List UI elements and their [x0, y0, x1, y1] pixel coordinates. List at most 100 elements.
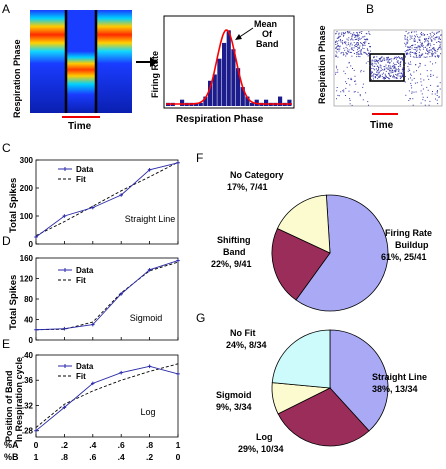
raster-spike	[348, 49, 350, 51]
raster-spike	[342, 54, 344, 56]
raster-spike	[408, 68, 410, 70]
y-tick-label: 0	[29, 240, 34, 249]
label-log: Log	[256, 432, 273, 442]
raster-spike	[351, 37, 353, 39]
raster-spike	[418, 39, 420, 41]
raster-spike	[416, 49, 418, 51]
raster-spike	[412, 98, 414, 100]
data-point	[91, 381, 95, 386]
raster-spike	[384, 66, 386, 68]
raster-spike	[337, 43, 339, 45]
raster-spike	[433, 35, 434, 37]
raster-spike	[362, 83, 364, 85]
raster-spike	[388, 61, 389, 63]
raster-spike	[356, 33, 358, 35]
raster-spike	[379, 59, 381, 60]
raster-spike	[402, 68, 404, 70]
raster-spike	[439, 38, 441, 40]
raster-spike	[381, 60, 383, 62]
raster-spike	[433, 32, 435, 34]
raster-spike	[436, 41, 438, 43]
raster-spike	[398, 70, 400, 72]
raster-spike	[353, 69, 355, 71]
raster-spike	[373, 56, 375, 58]
raster-spike	[408, 32, 410, 34]
raster-spike	[429, 33, 431, 34]
label-shifting: Shifting	[217, 235, 251, 245]
raster-spike	[358, 34, 360, 36]
hist-bar	[180, 99, 185, 106]
raster-spike	[398, 56, 399, 58]
raster-spike	[351, 38, 353, 40]
raster-spike	[377, 71, 379, 73]
raster-spike	[386, 57, 388, 59]
raster-spike	[388, 59, 390, 61]
raster-spike	[426, 45, 428, 47]
panel-letter-a: A	[2, 2, 10, 16]
raster-spike	[345, 46, 347, 48]
raster-spike	[369, 34, 371, 35]
raster-spike	[427, 38, 429, 39]
raster-spike	[429, 37, 431, 39]
raster-spike	[396, 77, 398, 78]
raster-spike	[408, 49, 410, 51]
raster-spike	[406, 41, 408, 43]
raster-spike	[436, 76, 438, 78]
hist-bar	[231, 49, 236, 106]
raster-spike	[424, 104, 426, 106]
raster-spike	[355, 35, 357, 37]
raster-spike	[340, 52, 342, 54]
pie-slice	[277, 387, 370, 447]
raster-spike	[395, 56, 397, 58]
raster-spike	[374, 65, 376, 67]
raster-spike	[394, 56, 396, 58]
raster-spike	[337, 69, 339, 71]
x-tick-label-a: .2	[61, 440, 68, 450]
raster-spike	[437, 103, 439, 105]
raster-spike	[421, 84, 423, 86]
raster-spike	[436, 85, 438, 87]
raster-spike	[376, 74, 378, 76]
raster-spike	[383, 58, 385, 60]
raster-spike	[356, 38, 358, 40]
raster-spike	[338, 32, 340, 34]
raster-spike	[355, 46, 357, 47]
raster-spike	[369, 65, 371, 67]
raster-spike	[414, 52, 416, 54]
raster-spike	[433, 38, 435, 40]
hist-bar	[250, 102, 255, 106]
raster-spike	[429, 61, 431, 63]
raster-spike	[419, 39, 421, 41]
raster-spike	[407, 70, 409, 72]
raster-spike	[347, 51, 349, 52]
raster-spike	[391, 66, 393, 68]
raster-spike	[421, 55, 423, 57]
panel-letter-d: D	[2, 234, 11, 248]
raster-spike	[375, 63, 377, 65]
raster-spike	[433, 47, 435, 49]
raster-spike	[336, 46, 338, 48]
raster-spike	[367, 49, 369, 51]
raster-spike	[418, 48, 420, 50]
raster-spike	[371, 65, 373, 67]
raster-spike	[354, 36, 356, 38]
raster-spike	[416, 70, 417, 72]
raster-spike	[370, 46, 371, 47]
spike-raster-plot	[333, 29, 443, 115]
data-point	[147, 168, 152, 172]
raster-spike	[336, 31, 338, 33]
raster-spike	[398, 72, 400, 74]
x-axis-tick-labels: 0 1 .2 .8 .4 .6 .6 .4 .8 .2 1 0	[34, 440, 181, 462]
raster-spike	[411, 79, 413, 81]
raster-spike	[422, 88, 424, 90]
label-band: Band	[223, 247, 246, 257]
raster-spike	[361, 32, 362, 34]
raster-spike	[340, 40, 342, 42]
raster-spike	[435, 62, 437, 64]
annotation-line-3: Band	[256, 39, 279, 49]
y-tick-label: 160	[20, 254, 34, 263]
raster-spike	[361, 53, 363, 55]
raster-spike	[369, 55, 371, 57]
raster-spike	[370, 78, 372, 80]
raster-spike	[419, 49, 421, 51]
